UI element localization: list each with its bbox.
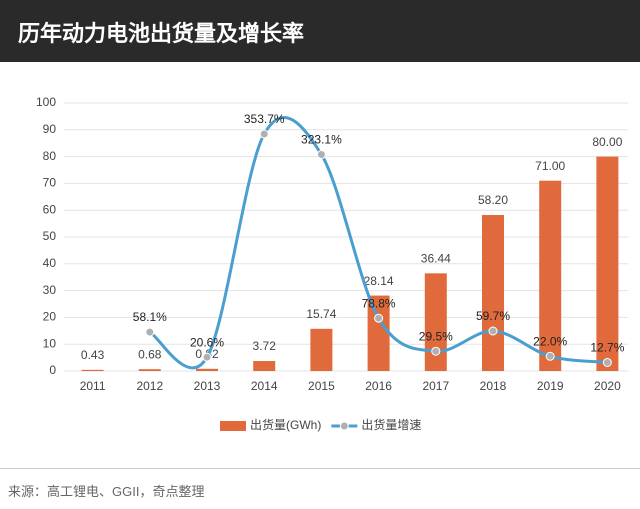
legend-label: 出货量增速 <box>361 417 421 432</box>
growth-value-label: 29.5% <box>419 329 453 343</box>
source-note: 来源：高工锂电、GGII，奇点整理 <box>8 484 205 499</box>
y-tick-label: 70 <box>43 176 57 190</box>
y-tick-label: 20 <box>43 310 57 324</box>
growth-value-label: 58.1% <box>133 310 167 324</box>
y-tick-label: 50 <box>43 229 57 243</box>
bar-value-label: 58.20 <box>478 193 508 207</box>
growth-marker <box>488 326 498 336</box>
growth-marker <box>374 313 384 323</box>
bar <box>596 156 619 371</box>
x-tick-label: 2015 <box>308 379 335 393</box>
header <box>0 0 640 62</box>
chart: 0 10 20 30 40 50 60 70 80 90 100 2011 2012 2013 2014 20… <box>36 95 628 432</box>
bar-value-label: 71.00 <box>535 159 565 173</box>
growth-value-label: 20.6% <box>190 335 224 349</box>
growth-marker <box>602 357 612 367</box>
bar <box>253 361 276 371</box>
bar-value-label: 0.68 <box>138 347 162 361</box>
legend-swatch-marker <box>339 421 349 431</box>
growth-marker <box>545 351 555 361</box>
bar-value-label: 36.44 <box>421 252 451 266</box>
bar <box>482 215 504 371</box>
growth-marker <box>316 150 326 160</box>
bar <box>424 273 447 371</box>
bar-value-label: 80.00 <box>592 135 622 149</box>
growth-value-label: 12.7% <box>590 341 624 355</box>
growth-value-label: 22.0% <box>533 334 567 348</box>
bar-value-label: 15.74 <box>306 307 336 321</box>
footer-divider <box>0 468 640 469</box>
x-tick-label: 2016 <box>365 379 392 393</box>
growth-marker <box>202 352 212 362</box>
y-tick-label: 10 <box>43 336 57 350</box>
bar <box>81 369 104 371</box>
legend-swatch <box>220 421 246 431</box>
bar <box>539 180 562 371</box>
bar-value-label: 0.43 <box>81 348 105 362</box>
bar <box>138 369 161 371</box>
y-tick-label: 40 <box>43 256 57 270</box>
growth-value-label: 353.7% <box>244 112 285 126</box>
y-tick-label: 100 <box>36 95 56 109</box>
x-tick-label: 2012 <box>136 379 163 393</box>
x-tick-label: 2020 <box>594 379 621 393</box>
y-tick-label: 90 <box>43 122 57 136</box>
growth-marker <box>145 327 155 337</box>
legend-label: 出货量(GWh) <box>250 417 321 432</box>
x-tick-label: 2013 <box>194 379 221 393</box>
y-tick-label: 0 <box>49 363 56 377</box>
x-tick-label: 2019 <box>537 379 564 393</box>
growth-line <box>148 116 608 370</box>
bar-value-label: 28.14 <box>364 274 394 288</box>
growth-value-label: 323.1% <box>301 133 342 147</box>
chart-title: 历年动力电池出货量及增长率 <box>18 21 305 46</box>
x-tick-label: 2014 <box>251 379 278 393</box>
x-tick-label: 2011 <box>80 379 106 393</box>
y-tick-label: 60 <box>43 202 57 216</box>
x-tick-label: 2017 <box>422 379 449 393</box>
y-tick-label: 30 <box>43 283 57 297</box>
growth-marker <box>431 346 441 356</box>
bar <box>196 368 218 371</box>
bar <box>310 328 333 371</box>
bar-value-label: 3.72 <box>253 339 277 353</box>
x-tick-label: 2018 <box>480 379 507 393</box>
growth-value-label: 78.8% <box>362 296 396 310</box>
bar <box>367 295 390 371</box>
y-tick-label: 80 <box>43 149 57 163</box>
growth-marker <box>259 129 269 139</box>
growth-value-label: 59.7% <box>476 309 510 323</box>
